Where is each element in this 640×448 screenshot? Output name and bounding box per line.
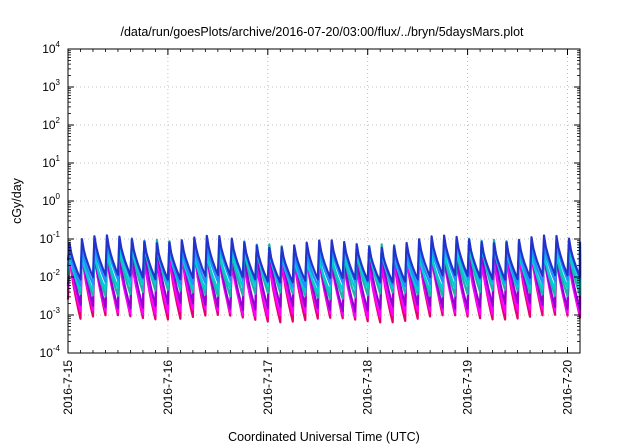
x-tick-label: 2016-7-16 (161, 360, 175, 415)
y-tick-label: 103 (42, 78, 60, 94)
y-tick-label: 102 (42, 116, 60, 132)
y-tick-label: 10-4 (40, 344, 61, 360)
x-tick-label: 2016-7-19 (461, 360, 475, 415)
x-tick-label: 2016-7-17 (261, 360, 275, 415)
y-tick-label: 104 (42, 40, 60, 56)
y-tick-label: 10-1 (40, 230, 61, 246)
y-tick-label: 100 (42, 192, 60, 208)
y-tick-labels: 10-4 10-3 10-2 10-1 100 101 102 103 104 (40, 40, 61, 360)
x-tick-label: 2016-7-18 (361, 360, 375, 415)
y-tick-label: 10-3 (40, 306, 61, 322)
ticks (67, 48, 580, 354)
y-tick-label: 101 (42, 154, 60, 170)
x-axis-label: Coordinated Universal Time (UTC) (228, 430, 420, 444)
y-tick-label: 10-2 (40, 268, 61, 284)
series-layer (66, 234, 582, 324)
x-tick-label: 2016-7-15 (61, 360, 75, 415)
y-axis-label: cGy/day (10, 177, 24, 224)
x-tick-labels: 2016-7-15 2016-7-16 2016-7-17 2016-7-18 2016… (61, 360, 575, 415)
x-tick-label: 2016-7-20 (561, 360, 575, 415)
series-line-6 (66, 234, 582, 284)
chart-title: /data/run/goesPlots/archive/2016-07-20/0… (120, 25, 524, 39)
